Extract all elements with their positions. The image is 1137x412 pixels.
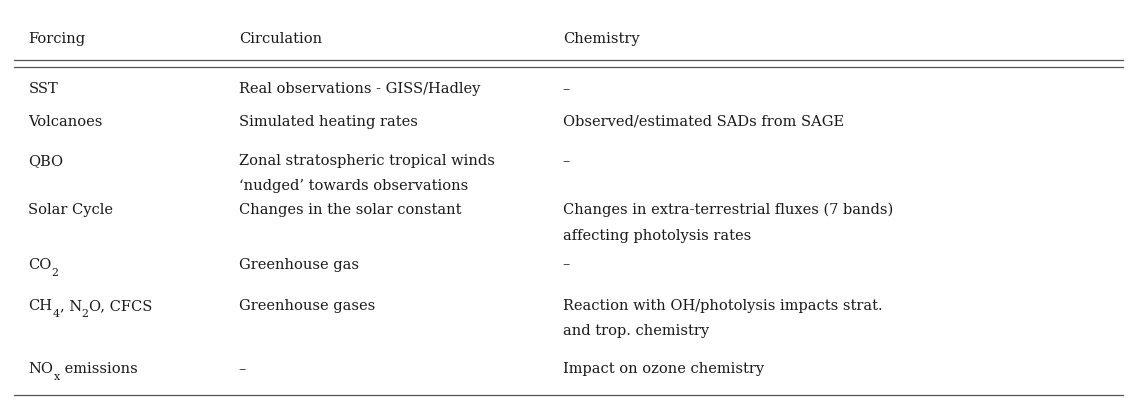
- Text: Impact on ozone chemistry: Impact on ozone chemistry: [563, 362, 764, 376]
- Text: –: –: [239, 362, 246, 376]
- Text: –: –: [563, 154, 570, 168]
- Text: 2: 2: [82, 309, 89, 319]
- Text: Greenhouse gases: Greenhouse gases: [239, 299, 375, 313]
- Text: Reaction with OH/photolysis impacts strat.: Reaction with OH/photolysis impacts stra…: [563, 299, 882, 313]
- Text: CH: CH: [28, 299, 52, 313]
- Text: Circulation: Circulation: [239, 32, 322, 46]
- Text: affecting photolysis rates: affecting photolysis rates: [563, 229, 752, 243]
- Text: O, CFCS: O, CFCS: [89, 299, 152, 313]
- Text: Changes in extra-terrestrial fluxes (7 bands): Changes in extra-terrestrial fluxes (7 b…: [563, 203, 893, 217]
- Text: Chemistry: Chemistry: [563, 32, 639, 46]
- Text: and trop. chemistry: and trop. chemistry: [563, 324, 709, 338]
- Text: , N: , N: [59, 299, 82, 313]
- Text: ‘nudged’ towards observations: ‘nudged’ towards observations: [239, 179, 468, 193]
- Text: QBO: QBO: [28, 154, 64, 168]
- Text: Forcing: Forcing: [28, 32, 85, 46]
- Text: x: x: [53, 372, 59, 382]
- Text: Zonal stratospheric tropical winds: Zonal stratospheric tropical winds: [239, 154, 495, 168]
- Text: Volcanoes: Volcanoes: [28, 115, 102, 129]
- Text: NO: NO: [28, 362, 53, 376]
- Text: –: –: [563, 82, 570, 96]
- Text: Observed/estimated SADs from SAGE: Observed/estimated SADs from SAGE: [563, 115, 844, 129]
- Text: emissions: emissions: [59, 362, 138, 376]
- Text: 4: 4: [52, 309, 59, 319]
- Text: 2: 2: [52, 268, 59, 278]
- Text: Greenhouse gas: Greenhouse gas: [239, 258, 359, 272]
- Text: Changes in the solar constant: Changes in the solar constant: [239, 203, 462, 217]
- Text: CO: CO: [28, 258, 52, 272]
- Text: Simulated heating rates: Simulated heating rates: [239, 115, 417, 129]
- Text: SST: SST: [28, 82, 58, 96]
- Text: Solar Cycle: Solar Cycle: [28, 203, 114, 217]
- Text: Real observations - GISS/Hadley: Real observations - GISS/Hadley: [239, 82, 480, 96]
- Text: –: –: [563, 258, 570, 272]
